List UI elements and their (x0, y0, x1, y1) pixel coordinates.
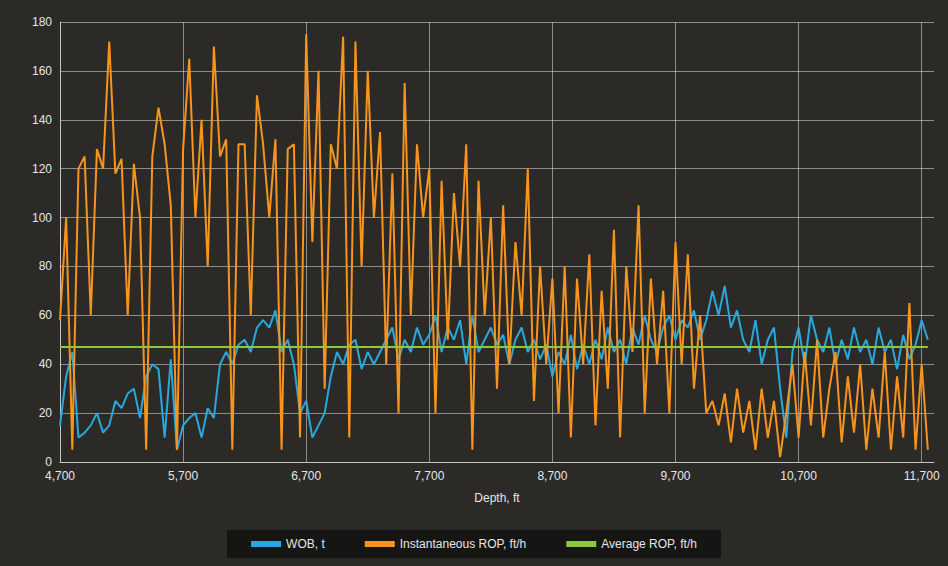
svg-text:7,700: 7,700 (414, 469, 444, 483)
svg-text:10,700: 10,700 (780, 469, 817, 483)
svg-text:8,700: 8,700 (537, 469, 567, 483)
svg-text:40: 40 (39, 357, 53, 371)
svg-text:6,700: 6,700 (291, 469, 321, 483)
svg-text:60: 60 (39, 308, 53, 322)
svg-text:9,700: 9,700 (660, 469, 690, 483)
svg-text:Instantaneous ROP, ft/h: Instantaneous ROP, ft/h (400, 537, 527, 551)
svg-text:11,700: 11,700 (904, 469, 940, 483)
svg-text:180: 180 (32, 15, 52, 29)
svg-text:0: 0 (45, 455, 52, 469)
svg-text:4,700: 4,700 (45, 469, 75, 483)
svg-text:20: 20 (39, 406, 53, 420)
svg-text:120: 120 (32, 162, 52, 176)
svg-text:Depth, ft: Depth, ft (474, 491, 520, 505)
svg-text:100: 100 (32, 211, 52, 225)
svg-text:140: 140 (32, 113, 52, 127)
svg-text:80: 80 (39, 259, 53, 273)
svg-text:Average ROP, ft/h: Average ROP, ft/h (601, 537, 697, 551)
svg-text:160: 160 (32, 64, 52, 78)
svg-text:5,700: 5,700 (168, 469, 198, 483)
svg-text:WOB, t: WOB, t (286, 537, 325, 551)
